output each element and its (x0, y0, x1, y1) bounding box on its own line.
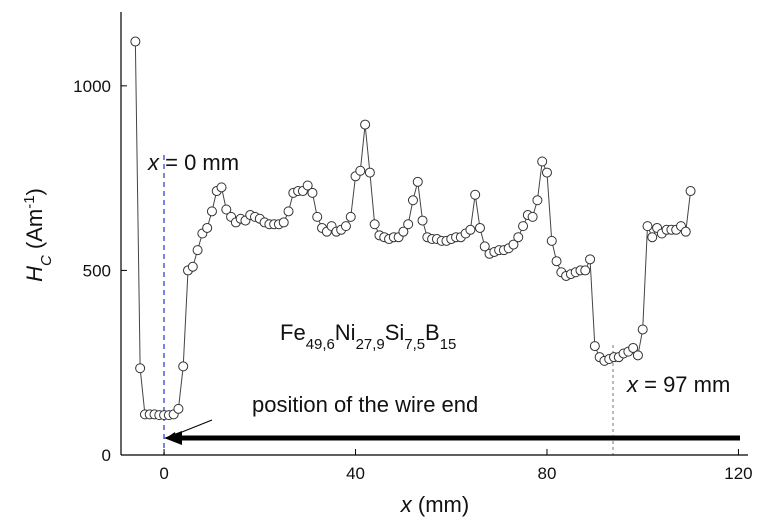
data-point (403, 219, 414, 230)
formula-part: 27,9 (356, 336, 385, 353)
data-point (474, 222, 485, 233)
data-point (589, 341, 600, 352)
data-point (680, 226, 691, 237)
data-point (479, 241, 490, 252)
data-point (537, 156, 548, 167)
data-point (369, 219, 380, 230)
y-axis-label-part: (Am (22, 209, 47, 255)
formula-part: 49,6 (306, 336, 335, 353)
formula-part: 7,5 (404, 336, 425, 353)
y-tick-label: 500 (83, 261, 111, 280)
data-point (216, 182, 227, 193)
data-point (345, 211, 356, 222)
formula-part: B (425, 320, 440, 345)
data-point (412, 176, 423, 187)
x-tick-label: 40 (346, 464, 365, 483)
formula-part: Si (385, 320, 405, 345)
y-axis-label-part: C (38, 255, 55, 266)
data-point (221, 204, 232, 215)
pointer-line (171, 419, 213, 437)
data-point (130, 36, 141, 47)
data-point (551, 256, 562, 267)
data-point (202, 222, 213, 233)
x97-annotation-part: = 97 mm (638, 372, 730, 397)
x-axis-label-part: x (400, 492, 413, 517)
data-point (508, 239, 519, 250)
data-point (541, 167, 552, 178)
x0-annotation-part: x (147, 150, 160, 175)
data-point (685, 186, 696, 197)
plot (130, 36, 696, 421)
data-point (192, 245, 203, 256)
data-point (628, 342, 639, 353)
x0-annotation-part: = 0 mm (159, 150, 239, 175)
data-point (470, 189, 481, 200)
x-axis-label-part: (mm) (412, 492, 469, 517)
data-point (355, 165, 366, 176)
formula: Fe49,6Ni27,9Si7,5B15 (280, 320, 456, 353)
y-tick-label: 1000 (73, 77, 111, 96)
data-point (407, 195, 418, 206)
formula-part: Fe (280, 320, 306, 345)
wire-end-label: position of the wire end (252, 392, 478, 417)
x-axis-label: x (mm) (400, 492, 469, 517)
x-tick-label: 80 (538, 464, 557, 483)
data-point (312, 211, 323, 222)
data-point (178, 361, 189, 372)
y-axis-label-part: H (22, 266, 47, 282)
data-point (647, 232, 658, 243)
data-point (340, 221, 351, 232)
data-point (135, 363, 146, 374)
data-point (187, 261, 198, 272)
x97-annotation: x = 97 mm (626, 372, 730, 397)
pointer-head (166, 432, 176, 438)
data-point (632, 350, 643, 361)
data-point (302, 180, 313, 191)
x0-annotation: x = 0 mm (147, 150, 239, 175)
x-tick-label: 0 (159, 464, 168, 483)
data-point (546, 235, 557, 246)
formula-part: 15 (440, 336, 457, 353)
x-tick-label: 120 (724, 464, 752, 483)
data-point (527, 211, 538, 222)
y-axis-label-part: ) (22, 188, 47, 195)
data-point (532, 195, 543, 206)
data-point (513, 232, 524, 243)
data-point (398, 226, 409, 237)
data-point (518, 221, 529, 232)
data-point (283, 206, 294, 217)
data-point (173, 403, 184, 414)
data-point (585, 254, 596, 265)
data-point (364, 167, 375, 178)
data-point (417, 215, 428, 226)
data-point (278, 217, 289, 228)
data-point (642, 221, 653, 232)
data-point (307, 187, 318, 198)
data-point (465, 224, 476, 235)
data-point (580, 265, 591, 276)
y-tick-label: 0 (102, 446, 111, 465)
x97-annotation-part: x (626, 372, 639, 397)
data-point (360, 119, 371, 130)
y-axis-label-part: -1 (21, 195, 38, 208)
data-point (637, 324, 648, 335)
y-axis-label: HC (Am-1) (21, 188, 55, 282)
formula-part: Ni (335, 320, 356, 345)
data-point (206, 206, 217, 217)
